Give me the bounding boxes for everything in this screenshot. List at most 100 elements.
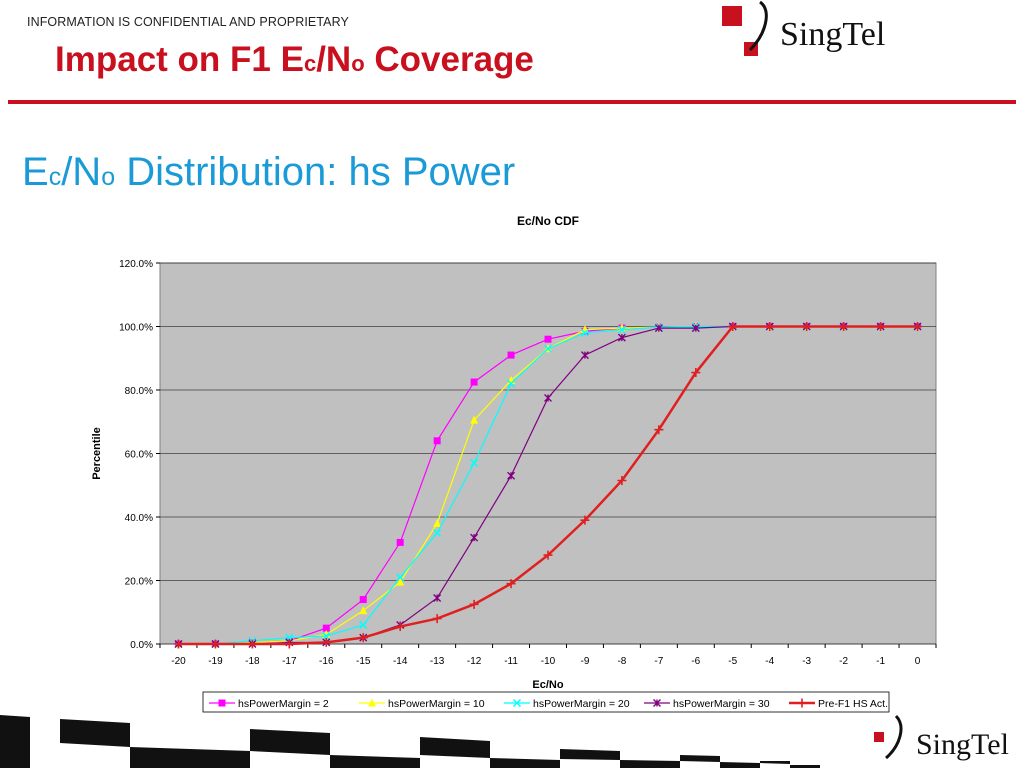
data-point [395, 622, 405, 632]
section-title-subscript: o [101, 163, 116, 191]
data-point [359, 606, 368, 615]
data-point [507, 351, 515, 359]
section-title-subscript: c [48, 163, 62, 191]
data-point [322, 632, 331, 641]
legend-box [202, 691, 890, 713]
title-part: Coverage [364, 40, 534, 79]
data-point [839, 322, 849, 331]
x-tick-label: -11 [504, 656, 518, 667]
legend-marker [512, 698, 522, 708]
data-point [543, 550, 553, 560]
legend-marker [797, 698, 807, 708]
data-point [543, 344, 553, 353]
data-point [691, 324, 700, 333]
data-point [322, 624, 330, 632]
x-tick-label: -12 [467, 656, 482, 667]
legend-label: hsPowerMargin = 20 [533, 698, 630, 710]
data-point [359, 620, 368, 629]
data-point [358, 633, 368, 643]
data-point [691, 368, 701, 378]
data-point [654, 425, 664, 435]
y-axis-label: Percentile [91, 427, 103, 480]
data-point [580, 351, 589, 360]
data-point [247, 639, 257, 649]
legend-label: Pre-F1 HS Act. [818, 698, 888, 710]
data-point [470, 378, 478, 386]
data-point [802, 322, 812, 331]
section-title-part: /N [61, 150, 102, 194]
y-tick-label: 60.0% [125, 450, 153, 461]
data-point [433, 518, 442, 527]
legend-label: hsPowerMargin = 2 [238, 698, 329, 710]
title-part: Impact on F1 E [55, 40, 304, 79]
data-point [433, 437, 441, 445]
data-point [396, 573, 405, 582]
data-point [506, 579, 516, 589]
section-title-part: E [22, 150, 49, 194]
x-tick-label: -14 [393, 656, 408, 667]
checkered-footer-band [0, 715, 870, 768]
data-point [432, 614, 442, 624]
y-tick-label: 80.0% [125, 386, 153, 397]
y-tick-label: 120.0% [119, 259, 153, 270]
data-point [765, 322, 775, 331]
data-point [173, 639, 183, 649]
data-point [284, 639, 294, 649]
x-tick-label: -3 [802, 656, 811, 667]
legend-label: hsPowerMargin = 30 [673, 698, 770, 710]
y-tick-label: 40.0% [125, 513, 153, 524]
x-tick-label: -6 [691, 656, 700, 667]
data-point [876, 322, 886, 331]
data-point [654, 324, 663, 333]
data-point [433, 593, 442, 602]
data-point [210, 639, 220, 649]
logo-square [722, 6, 742, 26]
data-point [544, 393, 552, 402]
section-title-part: Distribution: hs Power [115, 150, 516, 194]
y-tick-label: 20.0% [125, 577, 153, 588]
x-tick-label: -19 [208, 656, 223, 667]
data-point [580, 328, 589, 337]
title-subscript: c [303, 51, 317, 76]
data-point [544, 335, 552, 343]
y-tick-label: 100.0% [119, 323, 153, 334]
x-axis-label: Ec/No [532, 679, 563, 691]
legend-marker [368, 698, 376, 707]
x-tick-label: -13 [430, 656, 445, 667]
title-subscript: o [351, 51, 365, 76]
x-tick-label: -9 [580, 656, 589, 667]
confidential-notice: INFORMATION IS CONFIDENTIAL AND PROPRIET… [27, 15, 349, 29]
x-tick-label: -5 [728, 656, 737, 667]
data-point [396, 577, 405, 586]
x-tick-label: -16 [319, 656, 334, 667]
x-tick-label: -17 [282, 656, 297, 667]
x-tick-label: -2 [839, 656, 848, 667]
x-tick-label: 0 [915, 656, 921, 667]
logo-swoosh [748, 0, 768, 52]
legend-label: hsPowerMargin = 10 [388, 698, 485, 710]
singtel-logo-footer: SingTel [874, 714, 1009, 761]
x-tick-label: -1 [876, 656, 885, 667]
data-point [396, 538, 404, 546]
data-point [470, 458, 479, 468]
data-point [617, 333, 626, 342]
data-point [507, 379, 516, 388]
data-point [359, 596, 367, 604]
legend-marker [653, 699, 661, 707]
x-tick-label: -8 [617, 656, 626, 667]
slide-title: Impact on F1 Ec/No Coverage [55, 40, 534, 80]
data-point [470, 533, 479, 542]
data-point [507, 471, 516, 480]
title-part: /N [316, 40, 352, 79]
logo-text: SingTel [780, 16, 885, 53]
section-title: Ec/No Distribution: hs Power [22, 150, 515, 195]
legend-marker [218, 699, 226, 707]
data-point [617, 475, 627, 485]
x-tick-label: -10 [541, 656, 556, 667]
data-point [617, 325, 626, 334]
data-point [469, 599, 479, 609]
x-tick-label: -7 [654, 656, 663, 667]
header-divider [8, 100, 1016, 104]
data-point [470, 415, 479, 424]
data-point [728, 322, 738, 331]
